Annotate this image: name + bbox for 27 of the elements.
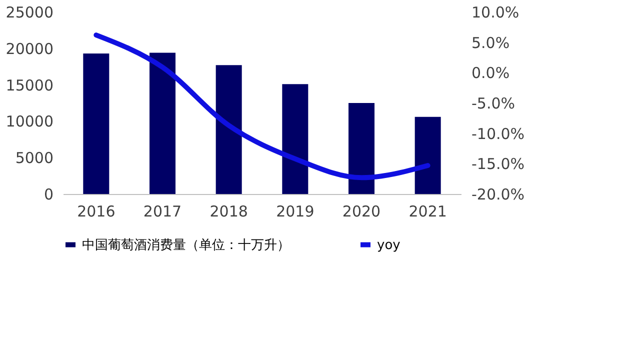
x-tick-label: 2018 [210, 202, 248, 220]
x-tick-label: 2021 [408, 202, 447, 220]
x-tick-label: 2017 [143, 202, 182, 220]
y-tick-label: 15000 [6, 76, 54, 94]
legend-label: yoy [377, 238, 401, 253]
y-tick-label: 25000 [6, 4, 54, 22]
y2-tick-label: 10.0% [472, 4, 520, 22]
x-tick-label: 2020 [342, 202, 381, 220]
y2-tick-label: 0.0% [472, 64, 510, 82]
x-tick-label: 2019 [276, 202, 314, 220]
bar [414, 116, 441, 194]
bar [282, 84, 308, 194]
y-tick-label: 5000 [15, 149, 54, 168]
y2-tick-label: -20.0% [472, 186, 525, 204]
bar [216, 65, 242, 194]
y-tick-label: 10000 [6, 112, 54, 131]
y-tick-label: 0 [44, 186, 54, 204]
legend-label: 中国葡萄酒消费量（单位：十万升） [82, 238, 290, 253]
y2-tick-label: -5.0% [472, 94, 516, 112]
bar [348, 103, 374, 194]
y-tick-label: 20000 [6, 40, 54, 58]
x-tick-label: 2016 [77, 202, 116, 220]
y2-tick-label: -10.0% [472, 124, 525, 143]
bar [83, 53, 110, 194]
bar [150, 52, 176, 194]
y2-tick-label: -15.0% [472, 155, 525, 174]
y2-tick-label: 5.0% [472, 34, 510, 52]
